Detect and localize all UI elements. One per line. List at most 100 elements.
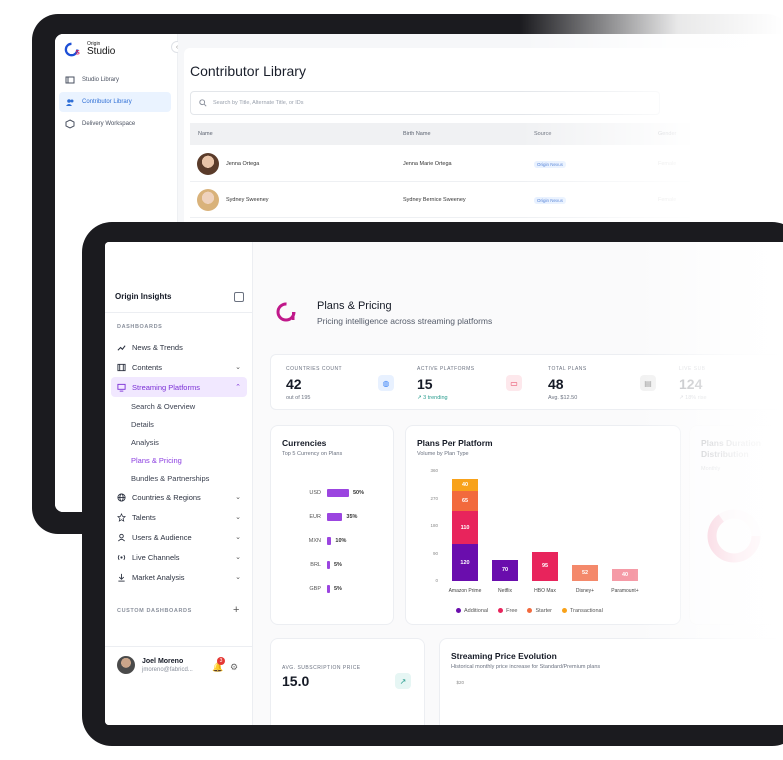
legend-label: Starter bbox=[535, 608, 552, 614]
axis-tick-label: HBO Max bbox=[534, 588, 556, 594]
nav-label: Market Analysis bbox=[132, 572, 185, 582]
chevron-down-icon: ⌄ bbox=[235, 554, 241, 561]
nav-item-delivery-workspace[interactable]: Delivery Workspace bbox=[59, 114, 171, 134]
legend-label: Free bbox=[506, 608, 518, 614]
axis-tick-label: Paramount+ bbox=[611, 588, 639, 594]
nav-item-studio-library[interactable]: Studio Library bbox=[59, 70, 171, 90]
sidebar-toggle-icon[interactable] bbox=[234, 292, 244, 302]
data-label: 50% bbox=[353, 490, 365, 496]
bar-segment[interactable]: 52 bbox=[572, 565, 598, 581]
source-badge: Origin Nexus bbox=[534, 197, 567, 204]
legend-item[interactable]: Free bbox=[498, 608, 517, 614]
nav-item-contents[interactable]: Contents ⌄ bbox=[111, 357, 247, 377]
bar-segment[interactable]: 40 bbox=[612, 568, 638, 581]
bar-segment[interactable]: 120 bbox=[452, 544, 478, 581]
chevron-down-icon: ⌄ bbox=[235, 364, 241, 371]
origin-logo-icon: S bbox=[64, 42, 80, 57]
svg-text:S: S bbox=[75, 49, 80, 56]
bar-segment[interactable]: 70 bbox=[492, 559, 518, 581]
monitor-icon: ▭ bbox=[506, 375, 522, 391]
column-header[interactable]: Source bbox=[534, 131, 552, 137]
bar[interactable] bbox=[327, 561, 330, 569]
column-header[interactable]: Gender bbox=[658, 131, 677, 137]
sub-item-details[interactable]: Details bbox=[131, 419, 154, 429]
sub-item-bundles-partnerships[interactable]: Bundles & Partnerships bbox=[131, 473, 210, 483]
cell-birth-name: Sydney Bernice Sweeney bbox=[403, 197, 466, 203]
currency-row: USD 50% bbox=[271, 488, 391, 498]
table-row[interactable]: Jenna Ortega Jenna Marie Ortega Origin N… bbox=[190, 146, 690, 182]
stat-label: LIVE SUB bbox=[679, 366, 706, 372]
stat-value: 124 bbox=[679, 376, 703, 392]
axis-tick-label: 360 bbox=[430, 468, 438, 473]
sub-item-plans-pricing[interactable]: Plans & Pricing bbox=[131, 455, 182, 465]
sub-item-search-overview[interactable]: Search & Overview bbox=[131, 401, 196, 411]
trend-up-icon: ↗ bbox=[395, 673, 411, 689]
nav-item-users-audience[interactable]: Users & Audience ⌄ bbox=[111, 527, 247, 547]
stat-note: out of 195 bbox=[286, 395, 311, 401]
nav-label: Studio Library bbox=[82, 77, 120, 83]
plans-per-platform-card: Plans Per Platform Volume by Plan Type 0… bbox=[405, 425, 681, 625]
axis-tick-label: 180 bbox=[430, 523, 438, 528]
dashboards-label: DASHBOARDS bbox=[117, 324, 163, 330]
globe-icon bbox=[117, 492, 126, 502]
brand-title: Origin Insights bbox=[115, 292, 172, 301]
page-subtitle: Pricing intelligence across streaming pl… bbox=[317, 316, 493, 326]
cell-name: Sydney Sweeney bbox=[226, 197, 269, 203]
legend-item[interactable]: Transactional bbox=[562, 608, 603, 614]
user-icon bbox=[118, 533, 125, 541]
axis-tick-label: $20 bbox=[456, 680, 464, 685]
nav-item-talents[interactable]: Talents ⌄ bbox=[111, 507, 247, 527]
nav-item-market-analysis[interactable]: Market Analysis ⌄ bbox=[111, 567, 247, 587]
nav-item-contributor-library[interactable]: Contributor Library bbox=[59, 92, 171, 112]
card-subtitle: Monthly bbox=[701, 466, 721, 472]
bar-segment[interactable]: 65 bbox=[452, 490, 478, 511]
stat-active-platforms: ACTIVE PLATFORMS 15 ↗ 3 trending ▭ bbox=[417, 355, 527, 411]
chevron-down-icon: ⌄ bbox=[235, 514, 241, 521]
bar[interactable] bbox=[327, 537, 332, 545]
legend-item[interactable]: Starter bbox=[527, 608, 552, 614]
table-row[interactable]: Sydney Sweeney Sydney Bernice Sweeney Or… bbox=[190, 182, 690, 218]
bar-segment[interactable]: 40 bbox=[452, 478, 478, 491]
card-title: Streaming Price Evolution bbox=[451, 651, 557, 661]
column-header[interactable]: Birth Name bbox=[403, 131, 431, 137]
legend-item[interactable]: Additional bbox=[456, 608, 488, 614]
legend-label: Transactional bbox=[570, 608, 603, 614]
tick-label: USD bbox=[309, 490, 321, 496]
avatar bbox=[197, 189, 219, 211]
search-input[interactable]: Search by Title, Alternate Title, or IDs bbox=[190, 91, 660, 115]
studio-logo: S Origin Studio bbox=[63, 40, 115, 59]
data-label: 10% bbox=[335, 538, 347, 544]
users-icon bbox=[66, 99, 74, 106]
broadcast-icon bbox=[117, 554, 126, 560]
nav-item-countries-regions[interactable]: Countries & Regions ⌄ bbox=[111, 487, 247, 507]
gear-icon[interactable]: ⚙ bbox=[230, 662, 239, 672]
stat-label: TOTAL PLANS bbox=[548, 366, 587, 372]
axis-tick-label: 90 bbox=[432, 550, 438, 556]
axis-tick-label: Netflix bbox=[498, 588, 512, 594]
stat-value: 42 bbox=[286, 376, 302, 392]
bar-segment[interactable]: 95 bbox=[532, 551, 558, 581]
bar-segment[interactable]: 110 bbox=[452, 510, 478, 545]
add-dashboard-button[interactable]: + bbox=[233, 604, 240, 616]
source-badge: Origin Nexus bbox=[534, 161, 567, 168]
card-subtitle: Historical monthly price increase for St… bbox=[451, 664, 601, 670]
user-profile[interactable]: Joel Moreno jmoreno@fabricd... bbox=[117, 656, 193, 674]
nav-label: Contributor Library bbox=[82, 99, 132, 105]
bell-icon[interactable]: 🔔 bbox=[212, 662, 224, 672]
nav-item-streaming-platforms[interactable]: Streaming Platforms ⌃ bbox=[111, 377, 247, 397]
stat-value: 15 bbox=[417, 376, 433, 392]
price-evolution-card: Streaming Price Evolution Historical mon… bbox=[439, 638, 783, 725]
legend-dot bbox=[527, 608, 533, 614]
stat-live-sub: LIVE SUB 124 ↗ 18% rise bbox=[679, 355, 779, 411]
card-subtitle: Top 5 Currency on Plans bbox=[282, 451, 343, 457]
legend-dot bbox=[562, 608, 567, 614]
column-header[interactable]: Name bbox=[198, 131, 213, 137]
nav-item-live-channels[interactable]: Live Channels ⌄ bbox=[111, 547, 247, 567]
bar[interactable] bbox=[327, 513, 343, 521]
sub-item-analysis[interactable]: Analysis bbox=[131, 437, 159, 447]
stat-note: ↗ 18% rise bbox=[679, 395, 707, 401]
bar[interactable] bbox=[327, 489, 349, 497]
nav-item-news-trends[interactable]: News & Trends bbox=[111, 337, 247, 357]
bar[interactable] bbox=[327, 585, 330, 593]
search-placeholder: Search by Title, Alternate Title, or IDs bbox=[213, 100, 304, 106]
